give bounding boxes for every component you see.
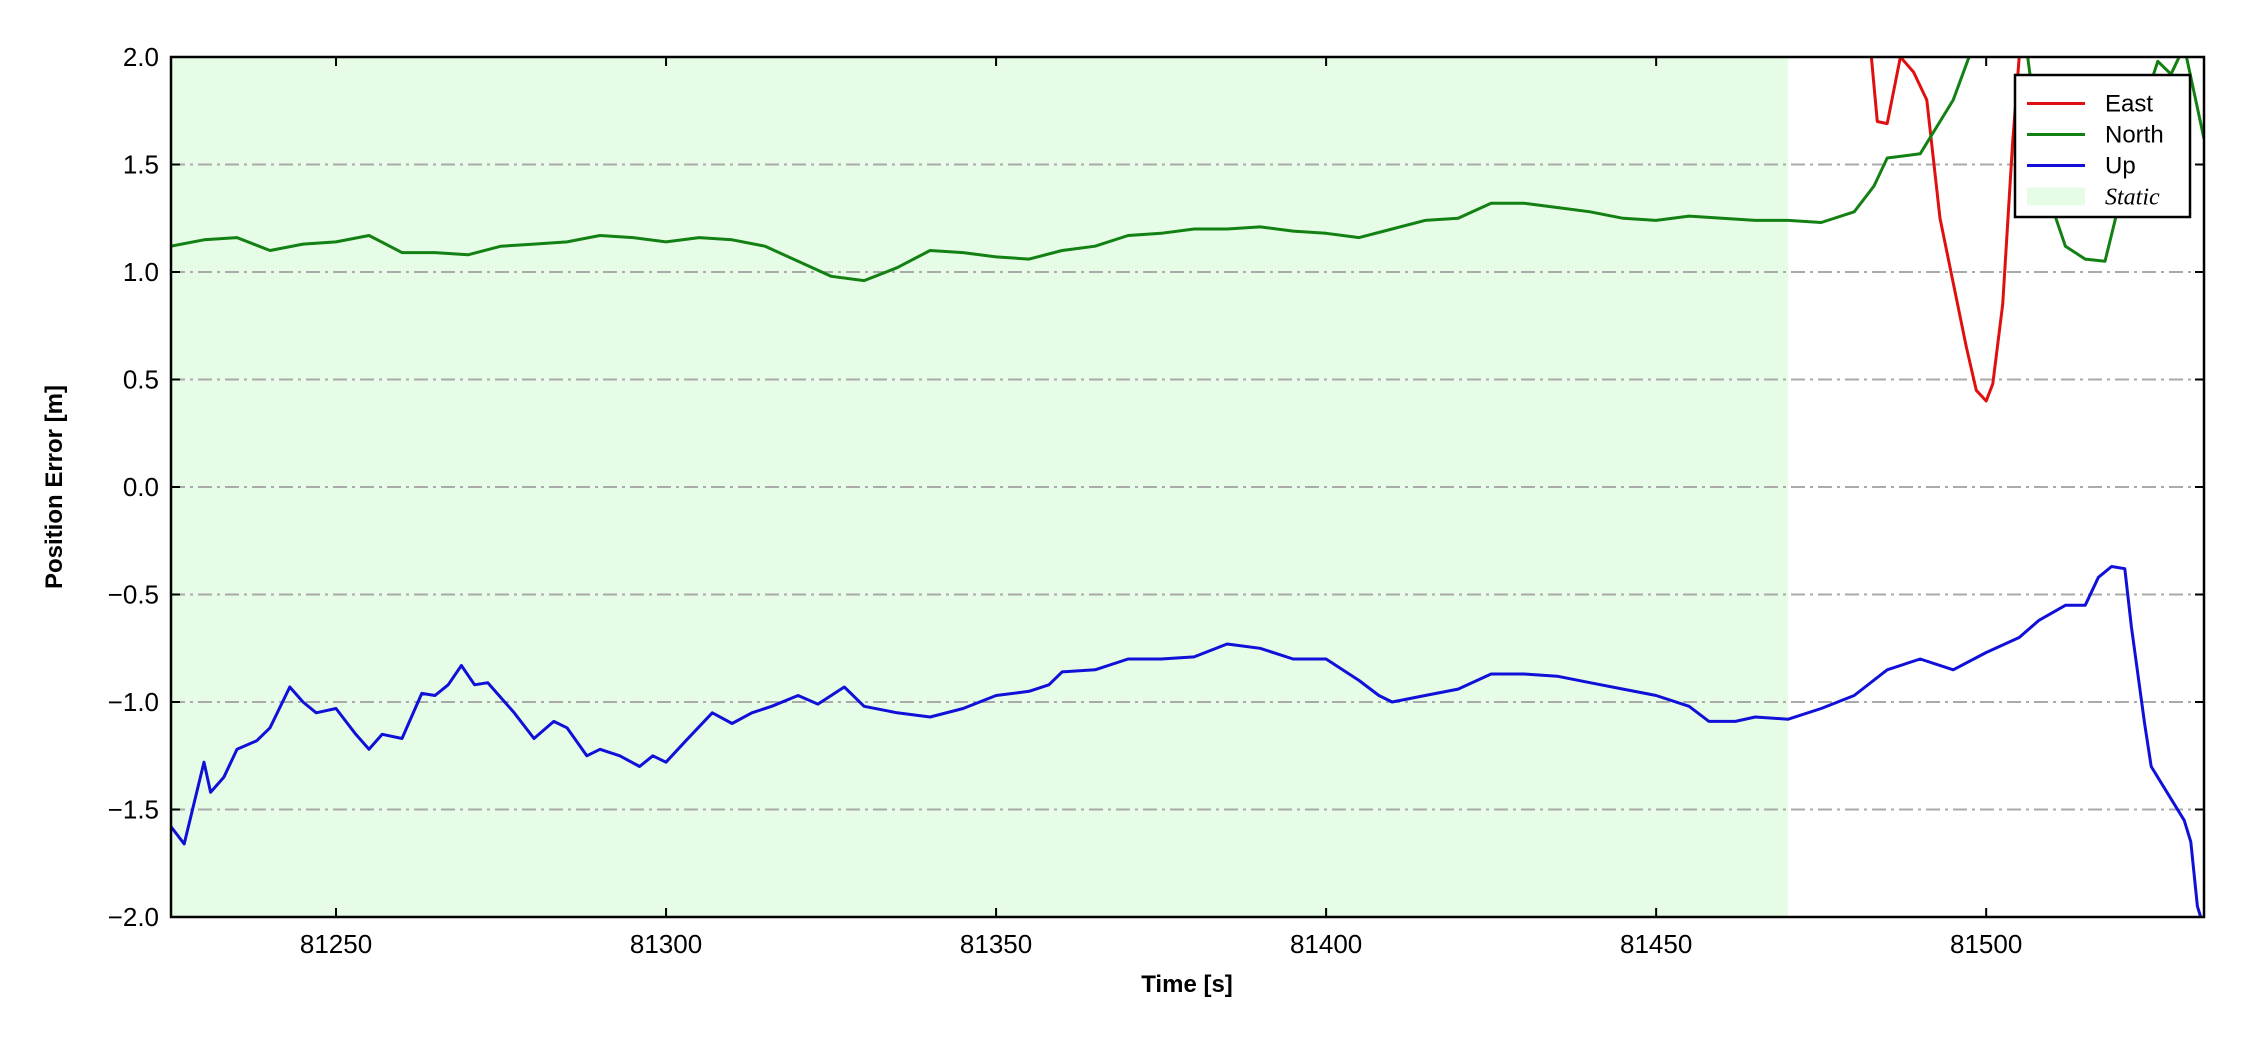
x-axis-label: Time [s] bbox=[1141, 971, 1233, 998]
plot-background bbox=[171, 57, 1789, 917]
y-tick-label: −2.0 bbox=[108, 902, 159, 932]
legend-label: East bbox=[2105, 91, 2153, 118]
series-line bbox=[1869, 57, 2021, 403]
static-span bbox=[171, 57, 1789, 917]
y-tick-label: −0.5 bbox=[108, 580, 159, 610]
legend: East North Up Static bbox=[2013, 73, 2192, 219]
series-line bbox=[171, 565, 2203, 917]
legend-label: Up bbox=[2105, 153, 2136, 180]
y-axis-label: Position Error [m] bbox=[41, 385, 68, 589]
y-tick-label: 0.0 bbox=[123, 472, 159, 502]
y-tick-label: 0.5 bbox=[123, 365, 159, 395]
y-tick-label: 1.5 bbox=[123, 150, 159, 180]
legend-swatch bbox=[2027, 187, 2085, 206]
y-tick-label: −1.5 bbox=[108, 795, 159, 825]
y-tick-label: 2.0 bbox=[123, 42, 159, 72]
x-tick-label: 81450 bbox=[1620, 929, 1692, 959]
x-tick-label: 81300 bbox=[630, 929, 702, 959]
x-tick-label: 81500 bbox=[1950, 929, 2022, 959]
plot-lines bbox=[171, 57, 2204, 917]
x-tick-label: 81250 bbox=[300, 929, 372, 959]
legend-label: Static bbox=[2105, 185, 2160, 211]
x-tick-label: 81350 bbox=[960, 929, 1032, 959]
series-line bbox=[171, 57, 2204, 283]
x-tick-label: 81400 bbox=[1290, 929, 1362, 959]
y-tick-label: −1.0 bbox=[108, 687, 159, 717]
ticks: −2.0 −1.5 −1.0 −0.5 0.0 0.5 1.0 1.5 2.0 81250 8130… bbox=[108, 42, 2204, 959]
y-tick-label: 1.0 bbox=[123, 257, 159, 287]
legend-label: North bbox=[2105, 122, 2164, 149]
